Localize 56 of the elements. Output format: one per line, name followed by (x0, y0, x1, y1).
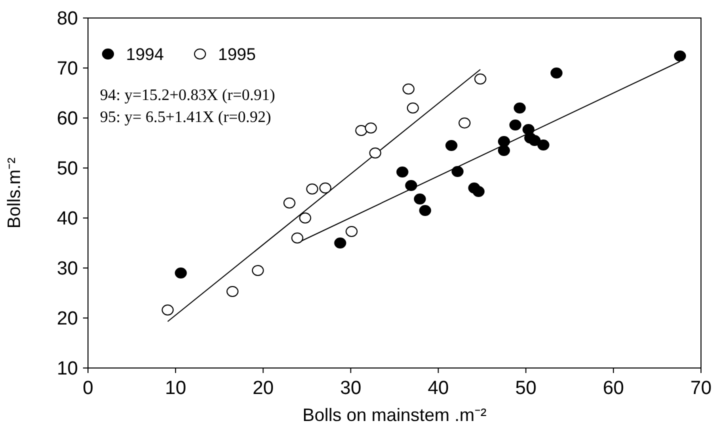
point (306, 184, 318, 194)
x-tick-label: 50 (515, 378, 536, 399)
point (396, 166, 408, 178)
y-tick-label: 50 (56, 158, 78, 180)
point (472, 186, 485, 197)
y-tick-label: 30 (56, 258, 78, 280)
point (452, 166, 464, 177)
point (528, 135, 541, 146)
point (162, 304, 174, 316)
y-tick-label: 10 (56, 358, 78, 380)
point (474, 74, 486, 84)
point (498, 136, 510, 147)
point (334, 238, 346, 248)
point (406, 102, 419, 114)
x-tick-label: 30 (340, 378, 362, 399)
x-tick-label: 10 (165, 378, 186, 399)
x-tick-label: 60 (602, 378, 624, 399)
point (369, 148, 382, 158)
point (364, 122, 377, 134)
point (291, 232, 304, 244)
point (405, 180, 418, 191)
point (252, 265, 264, 276)
point (174, 268, 187, 278)
y-tick-label: 70 (56, 58, 78, 80)
annotation: 94: y=15.2+0.83X (r=0.91) (100, 87, 276, 104)
point (402, 84, 415, 94)
x-tick-label: 40 (428, 378, 449, 399)
point (319, 182, 332, 194)
x-tick-label: 0 (82, 378, 94, 399)
point (550, 68, 563, 78)
legend-label: 1994 (126, 44, 164, 64)
point (445, 140, 458, 151)
x-tick-label: 70 (690, 378, 712, 399)
legend-label: 1995 (218, 44, 256, 64)
point (414, 194, 426, 204)
point (498, 145, 510, 156)
y-tick-label: 20 (56, 308, 78, 330)
y-tick-label: 40 (56, 208, 78, 230)
point (509, 120, 522, 130)
y-axis-title: Bolls.m⁻² (4, 157, 24, 229)
point (226, 286, 238, 297)
annotation: 95: y= 6.5+1.41X (r=0.92) (100, 109, 272, 126)
point (419, 205, 432, 216)
point (355, 125, 368, 136)
x-tick-label: 20 (252, 378, 274, 399)
point (522, 124, 534, 135)
x-axis-title: Bolls on mainstem .m⁻² (302, 405, 487, 425)
point (458, 118, 471, 128)
point (537, 140, 550, 150)
point (299, 212, 312, 224)
point (346, 226, 358, 237)
point (283, 198, 296, 208)
point (674, 50, 686, 62)
y-tick-label: 60 (56, 108, 78, 130)
y-tick-label: 80 (56, 8, 78, 30)
point (514, 102, 526, 114)
